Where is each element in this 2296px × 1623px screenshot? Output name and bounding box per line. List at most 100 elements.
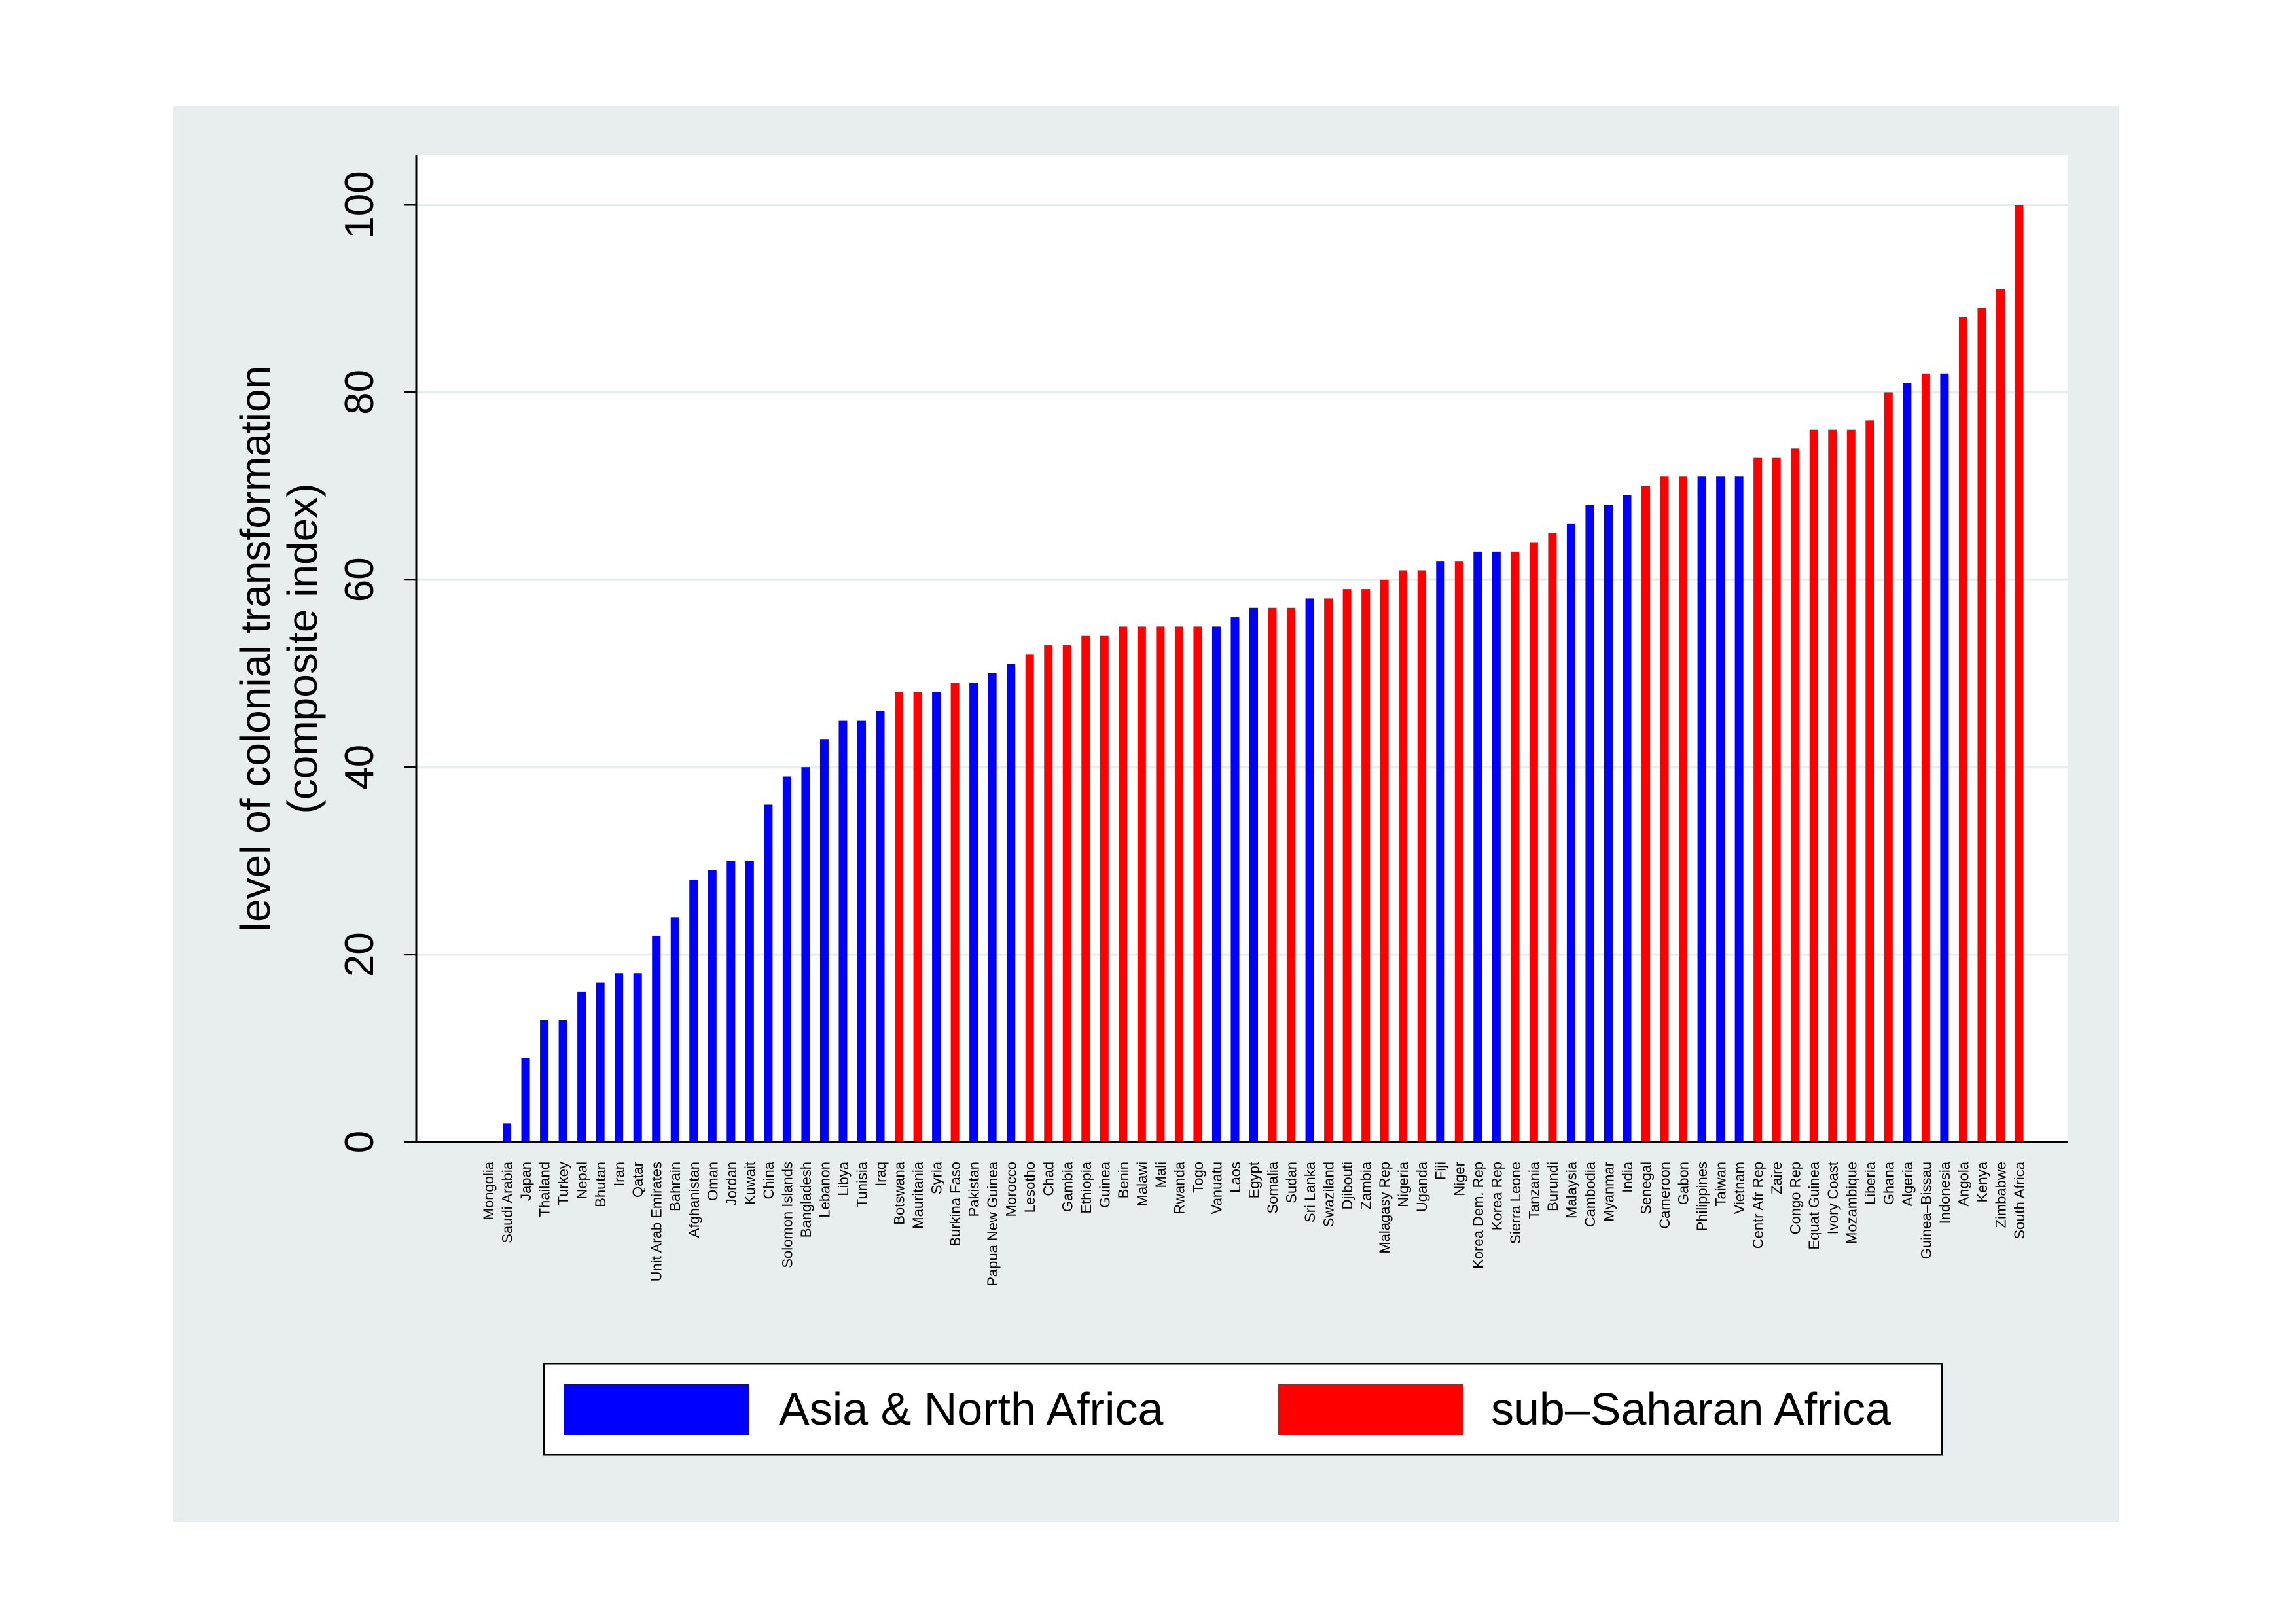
bar-guinea-bissau — [1921, 373, 1930, 1142]
bar-mali — [1156, 626, 1165, 1142]
bar-korea-dem-rep — [1473, 551, 1482, 1142]
bar-libya — [838, 720, 848, 1142]
bar-zimbabwe — [1996, 289, 2005, 1142]
x-tick-label: Congo Rep — [1787, 1162, 1804, 1234]
x-tick-label: Djibouti — [1339, 1162, 1355, 1209]
bar-vanuatu — [1211, 626, 1221, 1142]
x-tick-label: China — [761, 1161, 777, 1199]
bar-laos — [1230, 617, 1240, 1142]
x-tick-label: Libya — [835, 1161, 852, 1196]
bar-swaziland — [1324, 598, 1333, 1142]
bar-iraq — [876, 711, 885, 1142]
bar-niger — [1454, 561, 1463, 1142]
bar-tanzania — [1529, 542, 1538, 1142]
bar-guinea — [1100, 635, 1109, 1142]
bar-sudan — [1287, 607, 1296, 1142]
bar-kenya — [1977, 308, 1986, 1142]
bar-nigeria — [1399, 570, 1408, 1142]
x-tick-label: Saudi Arabia — [499, 1161, 516, 1243]
bar-qatar — [633, 973, 642, 1142]
bar-oman — [708, 870, 717, 1142]
bar-benin — [1119, 626, 1128, 1142]
x-tick-label: Burkina Faso — [947, 1162, 963, 1247]
x-tick-label: Benin — [1115, 1162, 1132, 1198]
bar-unit-arab-emirates — [652, 935, 661, 1142]
x-tick-label: Egypt — [1246, 1162, 1263, 1198]
bar-morocco — [1007, 664, 1016, 1142]
x-tick-label: India — [1619, 1161, 1636, 1192]
x-tick-label: Iran — [611, 1162, 628, 1186]
x-tick-label: Chad — [1041, 1162, 1057, 1196]
x-tick-label: Mongolia — [480, 1161, 497, 1220]
bar-angola — [1958, 317, 1967, 1143]
bar-zambia — [1361, 589, 1371, 1142]
x-tick-label: Somalia — [1265, 1161, 1281, 1213]
legend-box — [543, 1363, 1943, 1456]
x-tick-label: Rwanda — [1171, 1161, 1187, 1214]
bar-japan — [521, 1058, 530, 1142]
x-tick-label: Ghana — [1880, 1161, 1897, 1205]
y-tick-label: 100 — [337, 171, 382, 238]
plot-area — [416, 155, 2068, 1142]
bar-china — [764, 804, 773, 1142]
x-tick-label: Gambia — [1059, 1161, 1075, 1212]
x-tick-label: Bangladesh — [798, 1162, 814, 1238]
legend-swatch-asia-north-africa — [564, 1384, 749, 1435]
bar-zaire — [1772, 457, 1781, 1142]
y-tick-label: 20 — [337, 932, 382, 977]
x-tick-label: Malaysia — [1563, 1161, 1579, 1219]
x-tick-label: Gabon — [1676, 1162, 1692, 1205]
bar-djibouti — [1342, 589, 1352, 1142]
y-axis-title-line2: (composite index) — [279, 483, 326, 813]
x-tick-label: Korea Dem. Rep — [1470, 1162, 1486, 1269]
x-tick-label: Mozambique — [1843, 1162, 1859, 1244]
bar-lebanon — [819, 739, 829, 1142]
bar-mozambique — [1846, 429, 1856, 1143]
x-tick-label: Cameroon — [1657, 1162, 1673, 1229]
bar-south-africa — [2015, 205, 2024, 1142]
bar-equat-guinea — [1809, 429, 1818, 1143]
x-tick-label: Iraq — [872, 1162, 889, 1186]
x-tick-label: Bhutan — [592, 1162, 609, 1207]
bar-botswana — [895, 692, 904, 1142]
x-tick-label: Japan — [518, 1162, 534, 1201]
y-tick-label: 0 — [337, 1131, 382, 1153]
y-axis-title-line1: level of colonial transformation — [232, 366, 279, 931]
bar-somalia — [1268, 607, 1277, 1142]
bar-india — [1623, 495, 1632, 1142]
x-tick-label: Oman — [704, 1162, 721, 1201]
bar-congo-rep — [1791, 448, 1800, 1142]
x-tick-label: Laos — [1227, 1162, 1244, 1193]
legend-label-sub-saharan-africa: sub–Saharan Africa — [1491, 1383, 1891, 1435]
bar-thailand — [540, 1020, 549, 1142]
bar-gambia — [1062, 645, 1071, 1142]
bar-algeria — [1903, 383, 1912, 1142]
bar-burkina-faso — [950, 683, 960, 1142]
x-tick-label: Zimbabwe — [1992, 1162, 2009, 1228]
bar-lesotho — [1025, 654, 1034, 1142]
bar-centr-afr-rep — [1753, 457, 1763, 1142]
bar-saudi-arabia — [503, 1123, 512, 1142]
bar-myanmar — [1604, 505, 1613, 1142]
x-tick-label: Morocco — [1003, 1162, 1020, 1217]
x-tick-label: Malagasy Rep — [1376, 1162, 1393, 1254]
bar-fiji — [1436, 561, 1445, 1142]
x-tick-label: Vietnam — [1731, 1162, 1748, 1214]
x-tick-label: Bahrain — [667, 1162, 683, 1211]
bar-malawi — [1137, 626, 1146, 1142]
bar-afghanistan — [689, 880, 698, 1142]
x-tick-label: Lesotho — [1022, 1162, 1038, 1213]
legend: Asia & North Africa sub–Saharan Africa — [543, 1363, 1943, 1456]
x-tick-label: Solomon Islands — [779, 1162, 795, 1268]
x-tick-label: Sudan — [1283, 1162, 1300, 1204]
legend-label-asia-north-africa: Asia & North Africa — [779, 1383, 1164, 1435]
bar-sri-lanka — [1305, 598, 1314, 1142]
legend-swatch-sub-saharan-africa — [1278, 1384, 1463, 1435]
bar-chad — [1044, 645, 1053, 1142]
bar-ghana — [1884, 392, 1893, 1142]
bar-bhutan — [596, 982, 605, 1142]
bar-tunisia — [857, 720, 866, 1142]
x-tick-label: Sri Lanka — [1302, 1161, 1318, 1222]
y-tick-label: 80 — [337, 370, 382, 415]
x-tick-label: Uganda — [1414, 1161, 1430, 1212]
